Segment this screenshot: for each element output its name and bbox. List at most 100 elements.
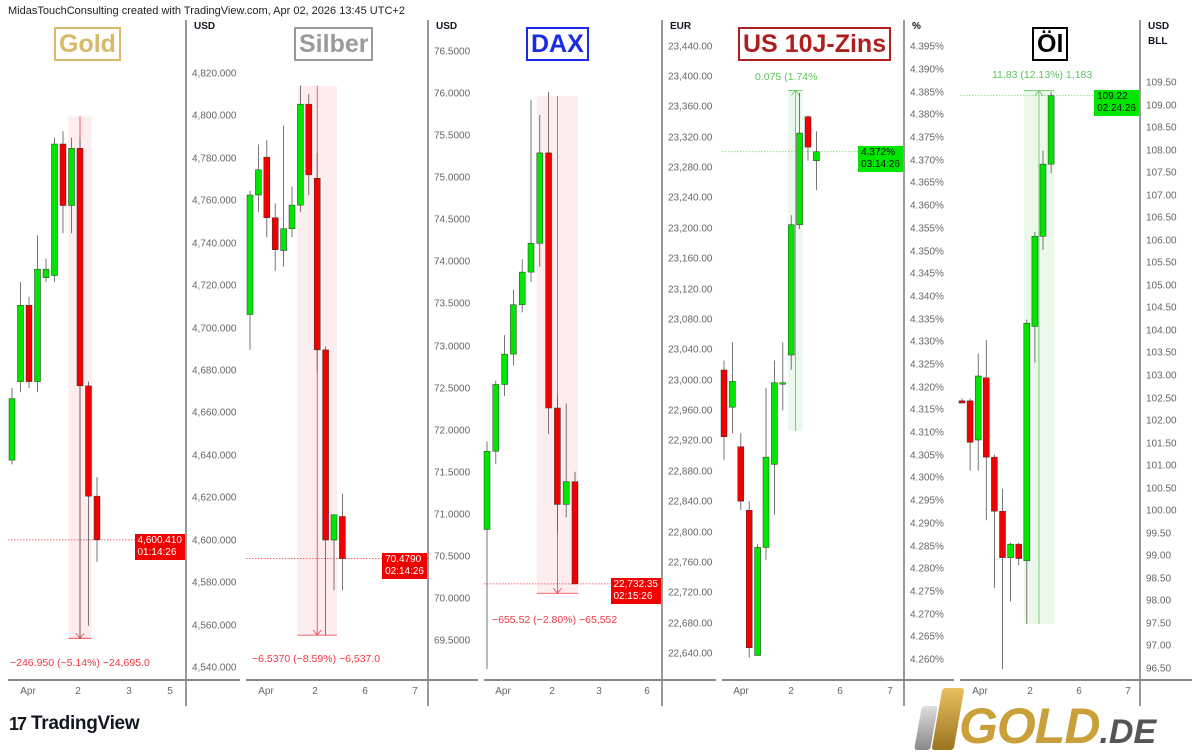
chart-canvas[interactable] xyxy=(720,20,954,706)
axis-currency-label[interactable]: EUR xyxy=(670,21,692,32)
candle-up[interactable] xyxy=(562,481,570,505)
candle-up[interactable] xyxy=(754,547,761,656)
candle-down[interactable] xyxy=(339,516,346,559)
candle-up[interactable] xyxy=(42,268,50,278)
candle-down[interactable] xyxy=(745,509,753,648)
candle-up[interactable] xyxy=(1047,95,1055,165)
tradingview-brand: TradingView xyxy=(31,713,140,734)
candle-up[interactable] xyxy=(492,384,500,452)
candle-up[interactable] xyxy=(771,382,778,465)
candle-up[interactable] xyxy=(255,169,262,196)
candle-down[interactable] xyxy=(571,481,579,585)
candle-up[interactable] xyxy=(51,143,58,276)
price-axis-tick: 98.50 xyxy=(1146,573,1172,585)
tradingview-logo-icon: 17 xyxy=(9,713,27,734)
candle-up[interactable] xyxy=(17,304,24,382)
price-axis-tick: 4,620.000 xyxy=(192,492,237,504)
candle-down[interactable] xyxy=(25,304,33,382)
candle-down[interactable] xyxy=(271,217,279,250)
price-axis-tick: 108.00 xyxy=(1146,145,1177,157)
current-price-value: 4,600.410 xyxy=(137,534,183,546)
chart-canvas[interactable] xyxy=(246,20,478,706)
candle-up[interactable] xyxy=(330,514,338,541)
candle-down[interactable] xyxy=(554,407,561,505)
candle-up[interactable] xyxy=(762,456,770,548)
candle-up[interactable] xyxy=(518,271,526,306)
candle-up[interactable] xyxy=(729,381,736,408)
candle-down[interactable] xyxy=(737,446,745,502)
candle-down[interactable] xyxy=(85,385,92,497)
chart-panel-dax[interactable]: DAX EUR 23,440.00 23,400.00 23,360.00 23,320.… xyxy=(483,20,716,706)
candle-down[interactable] xyxy=(545,152,552,409)
axis-currency-label[interactable]: USD xyxy=(194,21,216,32)
candle-up[interactable] xyxy=(1039,163,1047,237)
candle-down[interactable] xyxy=(991,456,998,512)
axis-currency-label[interactable]: USD xyxy=(436,21,458,32)
price-axis-tick: 4.335% xyxy=(910,314,944,326)
price-axis-tick: 4.375% xyxy=(910,132,944,144)
price-axis-tick: 76.0000 xyxy=(434,88,471,100)
candle-up[interactable] xyxy=(288,204,296,229)
tradingview-logo[interactable]: 17 TradingView xyxy=(9,713,140,735)
price-axis-tick: 4.325% xyxy=(910,359,944,371)
candle-down[interactable] xyxy=(313,177,321,351)
price-axis-tick: 4.395% xyxy=(910,41,944,53)
price-axis-tick: 4.290% xyxy=(910,518,944,530)
chart-panel-gold[interactable]: Gold USD 4,820.000 4,800.000 4,780.000 4,760.… xyxy=(8,20,240,706)
price-axis-tick: 4,740.000 xyxy=(192,238,237,250)
candle-down[interactable] xyxy=(305,103,313,176)
candle-down[interactable] xyxy=(93,495,101,541)
chart-panel-oil[interactable]: Öl USD BLL 109.50 109.00 108.50 108.00 107.50 10… xyxy=(958,20,1192,706)
candle-down[interactable] xyxy=(59,143,67,206)
candle-down[interactable] xyxy=(958,400,966,404)
time-axis-tick: 2 xyxy=(312,686,318,697)
chart-canvas[interactable] xyxy=(483,20,716,706)
candle-up[interactable] xyxy=(536,152,544,244)
candle-up[interactable] xyxy=(813,151,820,162)
current-price-value: 22,732.35 xyxy=(613,578,659,590)
price-axis-tick: 4.360% xyxy=(910,200,944,212)
candle-down[interactable] xyxy=(999,510,1006,558)
candle-up[interactable] xyxy=(34,268,41,382)
candle-up[interactable] xyxy=(796,132,803,226)
candle-up[interactable] xyxy=(779,382,787,385)
candle-down[interactable] xyxy=(966,400,974,443)
instrument-title-us10y: US 10J-Zins xyxy=(738,27,892,61)
candle-up[interactable] xyxy=(1031,236,1039,327)
candle-up[interactable] xyxy=(280,228,287,251)
candle-up[interactable] xyxy=(8,398,16,461)
candle-up[interactable] xyxy=(527,243,535,273)
candle-up[interactable] xyxy=(1023,323,1031,562)
chart-panel-silber[interactable]: Silber USD 76.5000 76.0000 75.5000 75.0000 74.… xyxy=(246,20,478,706)
candle-down[interactable] xyxy=(1015,543,1022,559)
axis-currency-label[interactable]: USD xyxy=(1148,21,1170,32)
candle-down[interactable] xyxy=(804,116,812,148)
time-axis-tick: 6 xyxy=(837,686,843,697)
current-price-value: 4.372% xyxy=(861,146,895,158)
chart-panel-us10y[interactable]: US 10J-Zins% 4.395% 4.390% 4.385% 4.380% 4.37… xyxy=(720,20,954,706)
bar-countdown: 01:14:26 xyxy=(137,546,177,558)
candle-up[interactable] xyxy=(974,375,982,441)
candle-down[interactable] xyxy=(983,377,990,458)
axis-unit-label[interactable]: BLL xyxy=(1148,36,1168,47)
candle-down[interactable] xyxy=(322,349,329,541)
time-axis-tick: 3 xyxy=(126,686,132,697)
candle-up[interactable] xyxy=(297,103,304,206)
candle-up[interactable] xyxy=(787,224,795,356)
candle-up[interactable] xyxy=(1007,543,1014,558)
candle-up[interactable] xyxy=(246,194,254,315)
candle-up[interactable] xyxy=(68,148,75,206)
chart-canvas[interactable] xyxy=(8,20,240,706)
price-axis-tick: 4,820.000 xyxy=(192,68,237,80)
candle-down[interactable] xyxy=(263,156,271,219)
time-axis-tick: 3 xyxy=(596,686,602,697)
candle-up[interactable] xyxy=(501,353,508,385)
time-axis-tick: 2 xyxy=(788,686,794,697)
bar-countdown: 02:14:26 xyxy=(385,565,424,577)
axis-currency-label[interactable]: % xyxy=(912,21,921,32)
candle-down[interactable] xyxy=(76,148,84,387)
candle-up[interactable] xyxy=(483,451,491,530)
candle-down[interactable] xyxy=(720,369,728,437)
candle-up[interactable] xyxy=(510,304,517,355)
chart-canvas[interactable] xyxy=(958,20,1192,706)
